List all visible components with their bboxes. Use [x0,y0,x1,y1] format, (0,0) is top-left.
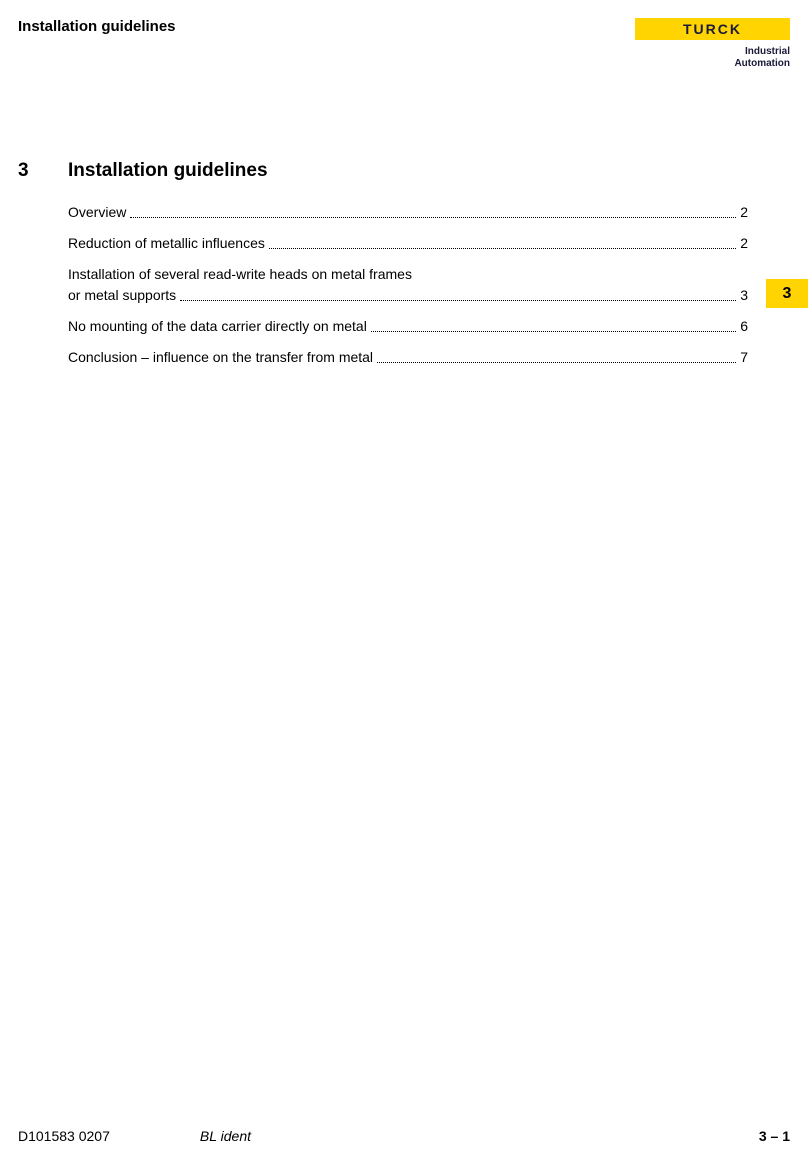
toc-text-line1: Installation of several read-write heads… [68,266,412,282]
chapter-tab: 3 [766,279,808,308]
toc-text-line2: or metal supports [68,285,176,306]
toc-dots [130,217,736,218]
toc-dots [269,248,736,249]
toc-page: 2 [740,202,748,223]
toc-page: 6 [740,316,748,337]
toc-text: Conclusion – influence on the transfer f… [68,347,373,368]
toc-entry: Reduction of metallic influences 2 [68,233,748,254]
chapter-heading: 3Installation guidelines [18,160,748,182]
toc-entry: Overview 2 [68,202,748,223]
table-of-contents: Overview 2 Reduction of metallic influen… [68,202,748,368]
logo-tagline: Industrial Automation [734,46,790,70]
toc-dots [371,331,736,332]
toc-dots [180,300,736,301]
tagline-1: Industrial [745,46,790,57]
toc-page: 7 [740,347,748,368]
tagline-2: Automation [734,58,790,69]
footer-page-number: 3 – 1 [759,1128,790,1144]
chapter-title: Installation guidelines [68,160,268,181]
footer-doc-id: D101583 0207 [18,1128,110,1144]
toc-page: 3 [740,285,748,306]
content: 3Installation guidelines Overview 2 Redu… [18,160,748,378]
chapter-number: 3 [18,160,68,182]
toc-text: No mounting of the data carrier directly… [68,316,367,337]
toc-text: Overview [68,202,126,223]
turck-logo: TURCK [635,18,790,40]
toc-entry: Conclusion – influence on the transfer f… [68,347,748,368]
toc-text: Reduction of metallic influences [68,233,265,254]
toc-page: 2 [740,233,748,254]
logo-block: TURCK Industrial Automation [635,18,790,70]
toc-entry: No mounting of the data carrier directly… [68,316,748,337]
toc-entry-multiline: Installation of several read-write heads… [68,264,748,306]
footer: D101583 0207 BL ident 3 – 1 [18,1128,790,1144]
footer-product: BL ident [200,1128,251,1144]
toc-dots [377,362,736,363]
page-header-title: Installation guidelines [18,18,176,35]
